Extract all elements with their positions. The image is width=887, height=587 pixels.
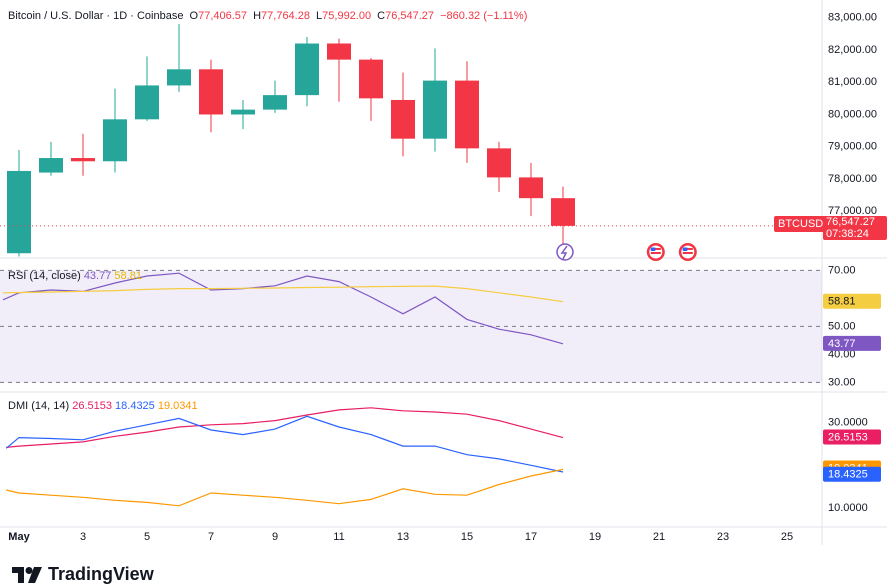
flash-event-icon (556, 243, 574, 261)
candle-body (71, 158, 95, 162)
candle-body (327, 43, 351, 60)
dmi-axis-tick-label: 30.0000 (828, 417, 868, 429)
candle-body (7, 170, 31, 254)
time-axis-label: 23 (717, 531, 729, 543)
dmi-legend[interactable]: DMI (14, 14) 26.5153 18.4325 19.0341 (8, 400, 198, 412)
adx-value-tag-bg (823, 429, 881, 445)
time-axis-label: 15 (461, 531, 473, 543)
open-label: O (189, 10, 199, 22)
low-label: L (316, 10, 323, 22)
candle-body (551, 198, 575, 226)
event-circle (556, 243, 574, 261)
us-flag-event-icon (678, 243, 697, 261)
rsi-value-tag: 43.77 (828, 338, 856, 350)
rsi-ma-value-tag-bg (823, 293, 881, 309)
tradingview-logo[interactable]: TradingView (12, 564, 154, 585)
price-axis-tick-label: 77,000.00 (828, 205, 877, 217)
candle-body (231, 109, 255, 115)
candle-body (103, 119, 127, 162)
candle-body (263, 95, 287, 110)
tradingview-brand: TradingView (48, 564, 154, 584)
time-axis-label: 5 (144, 531, 150, 543)
symbol-tag: BTCUSD (774, 216, 828, 232)
flag-canton (650, 247, 656, 251)
time-axis-label: 25 (781, 531, 793, 543)
flag-stripe (682, 248, 693, 250)
price-axis-tick-label: 81,000.00 (828, 76, 877, 88)
minus-di-legend-value: 19.0341 (157, 400, 198, 412)
candle-body (423, 80, 447, 139)
chart-header-legend: Bitcoin / U.S. Dollar · 1D · Coinbase O7… (8, 10, 530, 22)
plus-di-line (5, 415, 564, 473)
candle-body (295, 43, 319, 96)
adx-line (6, 407, 564, 448)
dmi-axis-tick-label: 10.0000 (828, 502, 868, 514)
adx-value-tag: 26.5153 (828, 431, 868, 443)
tradingview-logo-icon (12, 566, 42, 583)
time-axis-label: 3 (80, 531, 86, 543)
candle-body (135, 85, 159, 120)
rsi-axis-tick-label: 40.00 (828, 348, 856, 360)
candle-body (487, 148, 511, 178)
dmi-legend-name: DMI (14, 14) (8, 400, 70, 412)
flag-stripe (682, 252, 693, 254)
change-value: −860.32 (−1.11%) (440, 10, 528, 22)
time-axis-label: 13 (397, 531, 409, 543)
price-axis-tick-label: 80,000.00 (828, 108, 877, 120)
time-axis-label: 7 (208, 531, 214, 543)
candle-body (391, 99, 415, 139)
rsi-ma-line (2, 285, 564, 303)
flag-canton (682, 247, 688, 251)
close-value: 76,547.27 (385, 10, 435, 22)
close-label: C (377, 10, 386, 22)
candle-body (359, 59, 383, 99)
plus-di-value-tag: 18.4325 (828, 469, 868, 481)
plus-di-value-tag-bg (823, 466, 881, 482)
rsi-value-tag-bg (823, 335, 881, 351)
rsi-ma-legend-value: 58.81 (114, 270, 142, 282)
time-axis-label: 21 (653, 531, 665, 543)
adx-legend-value: 26.5153 (72, 400, 112, 412)
flash-glyph (560, 245, 568, 260)
candle-body (199, 69, 223, 115)
last-price-tag: 76,547.27 07:38:24 (823, 216, 887, 240)
bar-countdown: 07:38:24 (826, 228, 869, 240)
time-axis-label: 9 (272, 531, 278, 543)
time-axis-label: 11 (333, 531, 344, 543)
rsi-axis-tick-label: 70.00 (828, 264, 856, 276)
low-value: 75,992.00 (322, 10, 372, 22)
rsi-ma-value-tag: 58.81 (828, 296, 856, 308)
rsi-axis-tick-label: 50.00 (828, 320, 856, 332)
flag-stripe (650, 248, 661, 250)
candle-body (167, 69, 191, 86)
rsi-legend-value: 43.77 (83, 270, 112, 282)
high-label: H (253, 10, 262, 22)
candle-body (455, 80, 479, 149)
open-value: 77,406.57 (198, 10, 248, 22)
time-axis-label: 17 (525, 531, 537, 543)
price-axis-tick-label: 78,000.00 (828, 173, 877, 185)
candle-body (519, 177, 543, 199)
plus-di-legend-value: 18.4325 (115, 400, 155, 412)
price-axis-tick-label: 82,000.00 (828, 44, 877, 56)
price-axis-tick-label: 83,000.00 (828, 12, 877, 24)
rsi-legend-name: RSI (14, close) (8, 270, 81, 282)
time-axis-label: May (8, 531, 30, 543)
minus-di-line (6, 468, 564, 507)
high-value: 77,764.28 (261, 10, 310, 22)
last-price-value: 76,547.27 (826, 216, 875, 228)
rsi-legend[interactable]: RSI (14, close) 43.77 58.81 (8, 270, 142, 282)
candle-body (39, 158, 63, 173)
rsi-axis-tick-label: 30.00 (828, 376, 856, 388)
us-flag-event-icon (646, 243, 665, 261)
time-axis-label: 19 (589, 531, 601, 543)
price-axis-tick-label: 79,000.00 (828, 141, 877, 153)
flag-stripe (650, 252, 661, 254)
symbol-description: Bitcoin / U.S. Dollar · 1D · Coinbase (8, 10, 184, 22)
